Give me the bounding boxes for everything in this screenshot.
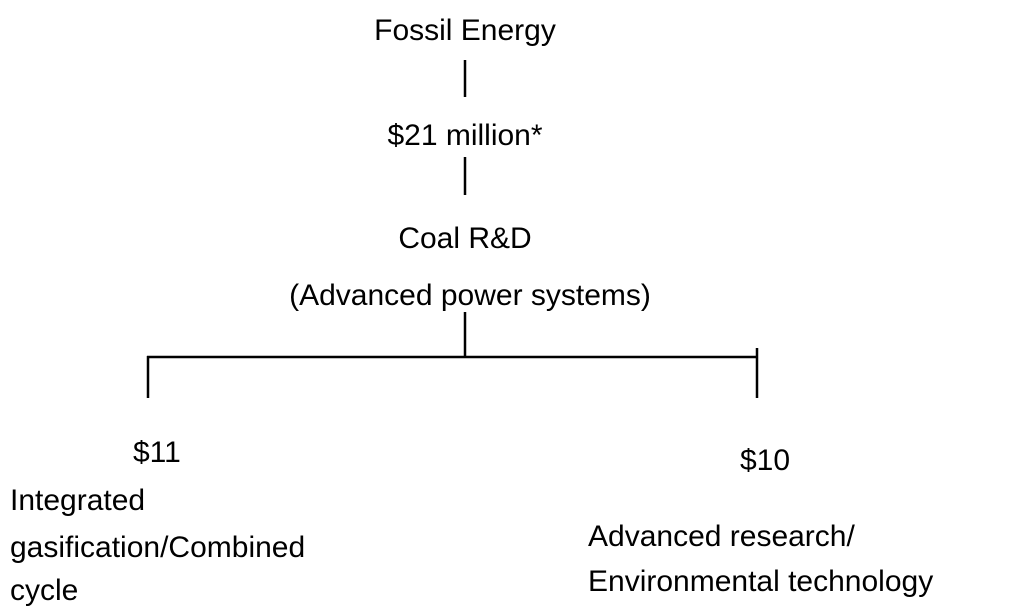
node-label: Integrated [10, 484, 145, 517]
node-label: (Advanced power systems) [289, 279, 651, 312]
node-label: Coal R&D [398, 222, 531, 255]
node-label: cycle [10, 574, 78, 607]
node-label: Fossil Energy [374, 14, 556, 47]
node-label: $21 million* [387, 119, 542, 152]
node-label: Advanced research/ [588, 520, 855, 553]
node-label: Environmental technology [588, 565, 933, 598]
node-amount: $11 [133, 436, 181, 469]
node-label: gasification/Combined [10, 531, 305, 564]
node-amount: $10 [740, 444, 790, 477]
